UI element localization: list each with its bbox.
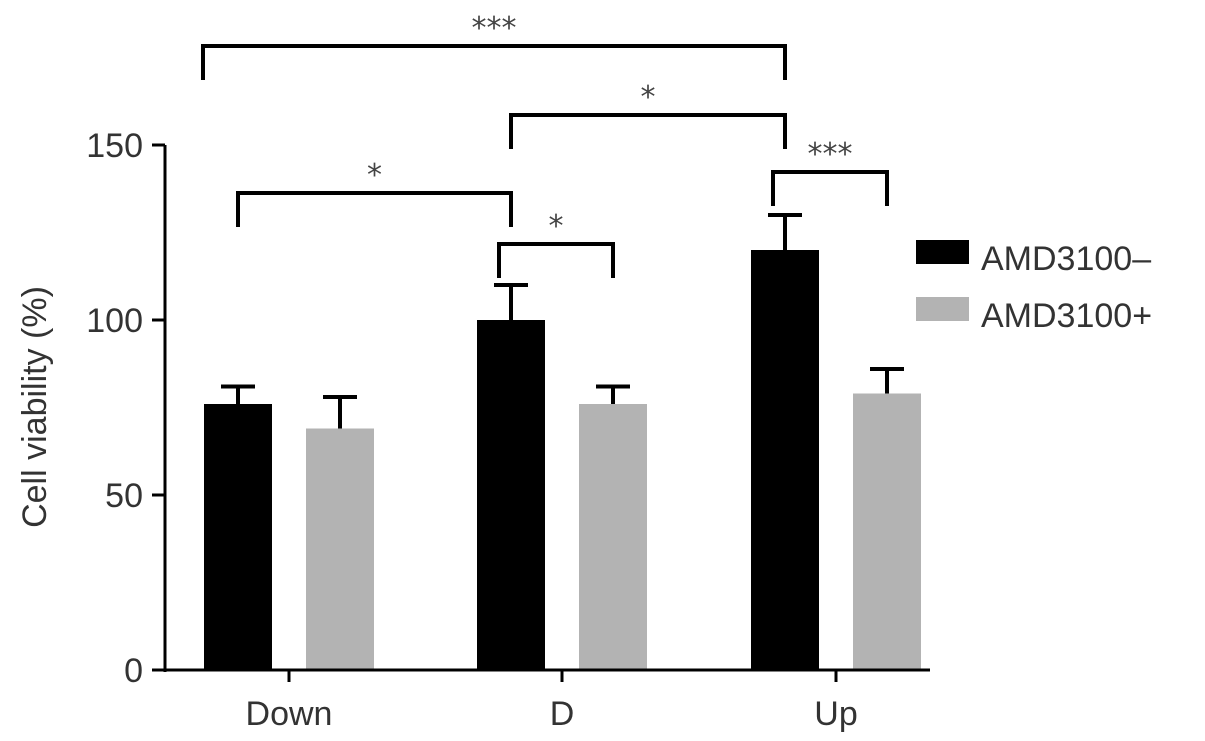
significance-label-3: * xyxy=(367,158,382,193)
x-tick-label-up: Up xyxy=(814,695,857,733)
significance-bracket-3 xyxy=(236,191,513,227)
bar-d-series-1 xyxy=(477,320,545,670)
bar-down-series-1 xyxy=(204,404,272,670)
y-axis-title: Cell viability (%) xyxy=(16,286,54,528)
legend-swatch-series-2 xyxy=(916,297,969,321)
significance-label-2: * xyxy=(641,80,656,115)
x-tick-label-d: D xyxy=(550,695,575,733)
legend-swatch-series-1 xyxy=(916,240,969,264)
y-tick-label-0: 0 xyxy=(124,652,143,690)
y-tick-label-50: 50 xyxy=(105,477,143,515)
bar-group xyxy=(204,213,921,670)
significance-label-4: * xyxy=(549,209,564,244)
legend: AMD3100– AMD3100+ xyxy=(916,240,1152,335)
axes: 0 50 100 150 Down D Up xyxy=(86,127,930,733)
significance-bracket-5 xyxy=(771,170,889,206)
bar-down-series-2 xyxy=(306,428,374,670)
significance-bracket-4 xyxy=(497,242,615,278)
bar-up-series-1 xyxy=(751,250,819,670)
significance-label-1: *** xyxy=(472,11,517,46)
legend-label-series-2: AMD3100+ xyxy=(981,297,1152,335)
bar-d-series-2 xyxy=(579,404,647,670)
y-tick-label-100: 100 xyxy=(86,302,143,340)
significance-label-5: *** xyxy=(808,137,853,172)
significance-brackets: ********* xyxy=(201,11,889,278)
legend-label-series-1: AMD3100– xyxy=(981,240,1151,278)
x-tick-label-down: Down xyxy=(246,695,333,733)
bar-up-series-2 xyxy=(853,393,921,670)
significance-bracket-2 xyxy=(509,113,787,149)
y-tick-label-150: 150 xyxy=(86,127,143,165)
significance-bracket-1 xyxy=(201,44,787,80)
